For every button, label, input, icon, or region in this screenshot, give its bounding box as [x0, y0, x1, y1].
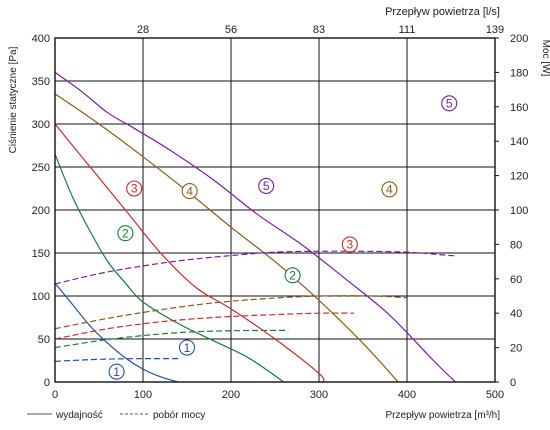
label-circle — [181, 183, 198, 200]
right-tick-label: 160 — [510, 102, 528, 114]
label-circle — [108, 363, 125, 380]
left-tick-label: 50 — [38, 334, 50, 346]
power-curve-label-1: 1 — [178, 339, 196, 356]
label-number: 2 — [122, 226, 129, 240]
power-curve-label-2: 2 — [284, 267, 301, 284]
label-number: 4 — [186, 184, 193, 198]
label-number: 2 — [289, 269, 296, 283]
left-tick-label: 0 — [44, 377, 50, 389]
right-tick-label: 40 — [510, 308, 522, 320]
bottom-tick-label: 500 — [486, 389, 504, 401]
bottom-tick-label: 200 — [222, 389, 240, 401]
right-tick-label: 100 — [510, 205, 528, 217]
label-circle — [284, 267, 301, 284]
left-axis-label: Ciśnienie statyczne [Pa] — [8, 46, 19, 153]
power-curve-label-3: 3 — [341, 236, 358, 253]
left-tick-label: 150 — [32, 248, 50, 260]
bottom-axis-label: Przepływ powietrza [m³/h] — [386, 410, 501, 421]
pressure-curve-2 — [54, 153, 285, 383]
label-circle — [441, 95, 458, 112]
label-circle — [341, 236, 358, 253]
label-circle — [117, 225, 134, 242]
label-number: 5 — [263, 179, 270, 193]
bottom-tick-label: 0 — [52, 389, 58, 401]
right-tick-label: 200 — [510, 33, 528, 45]
label-number: 3 — [346, 238, 353, 252]
right-tick-label: 180 — [510, 67, 528, 79]
top-tick-label: 111 — [399, 24, 416, 36]
label-circle — [126, 180, 143, 197]
bottom-tick-label: 300 — [310, 389, 328, 401]
left-tick-label: 400 — [32, 33, 50, 45]
pressure-curve-1 — [54, 282, 179, 383]
label-number: 5 — [446, 97, 453, 111]
left-tick-label: 200 — [32, 205, 50, 217]
left-tick-label: 350 — [32, 76, 50, 88]
label-number: 1 — [113, 365, 120, 379]
legend: wydajność pobór mocy — [27, 410, 205, 421]
right-tick-label: 140 — [510, 136, 528, 148]
pressure-curve-label-5: 5 — [258, 177, 275, 194]
top-tick-label: 139 — [486, 24, 504, 36]
pressure-curve-label-4: 4 — [181, 183, 198, 200]
left-tick-label: 300 — [32, 119, 50, 131]
pressure-curve-label-3: 3 — [126, 180, 143, 197]
right-tick-label: 120 — [510, 171, 528, 183]
power-curve-5 — [54, 250, 457, 285]
legend-dashed-label: pobór mocy — [153, 410, 205, 421]
right-tick-label: 20 — [510, 343, 522, 355]
label-number: 3 — [131, 182, 138, 196]
label-number: 4 — [386, 183, 393, 197]
pressure-curve-5 — [54, 71, 456, 383]
left-tick-label: 100 — [32, 291, 50, 303]
power-curve-2 — [54, 329, 289, 349]
top-axis-label: Przepływ powietrza [l/s] — [385, 6, 500, 18]
pressure-curve-label-2: 2 — [117, 225, 134, 242]
power-curve-3 — [54, 312, 355, 340]
power-curve-label-4: 4 — [381, 181, 398, 198]
curves — [54, 71, 457, 383]
curve-labels: 1 1 2 2 3 3 4 4 5 5 — [108, 95, 458, 380]
right-tick-label: 60 — [510, 274, 522, 286]
power-curve-1 — [54, 357, 179, 362]
bottom-tick-label: 400 — [398, 389, 416, 401]
pressure-curve-4 — [54, 93, 399, 383]
bottom-tick-label: 100 — [134, 389, 152, 401]
top-tick-label: 28 — [137, 24, 149, 36]
label-number: 1 — [184, 341, 191, 355]
legend-solid-label: wydajność — [55, 410, 103, 421]
label-circle — [258, 177, 275, 194]
right-axis-label: Moc [W] — [540, 40, 550, 77]
top-tick-label: 56 — [225, 24, 237, 36]
pressure-curve-label-1: 1 — [108, 363, 125, 380]
left-tick-label: 250 — [32, 162, 50, 174]
label-circle — [381, 181, 398, 198]
top-tick-label: 83 — [313, 24, 325, 36]
right-tick-label: 0 — [510, 377, 516, 389]
right-tick-label: 80 — [510, 239, 522, 251]
label-circle — [178, 339, 196, 356]
tick-labels: 0501001502002503003504000204060801001201… — [32, 24, 529, 401]
pressure-curve-3 — [54, 123, 325, 383]
power-curve-label-5: 5 — [441, 95, 458, 112]
grid-lines — [55, 38, 495, 382]
